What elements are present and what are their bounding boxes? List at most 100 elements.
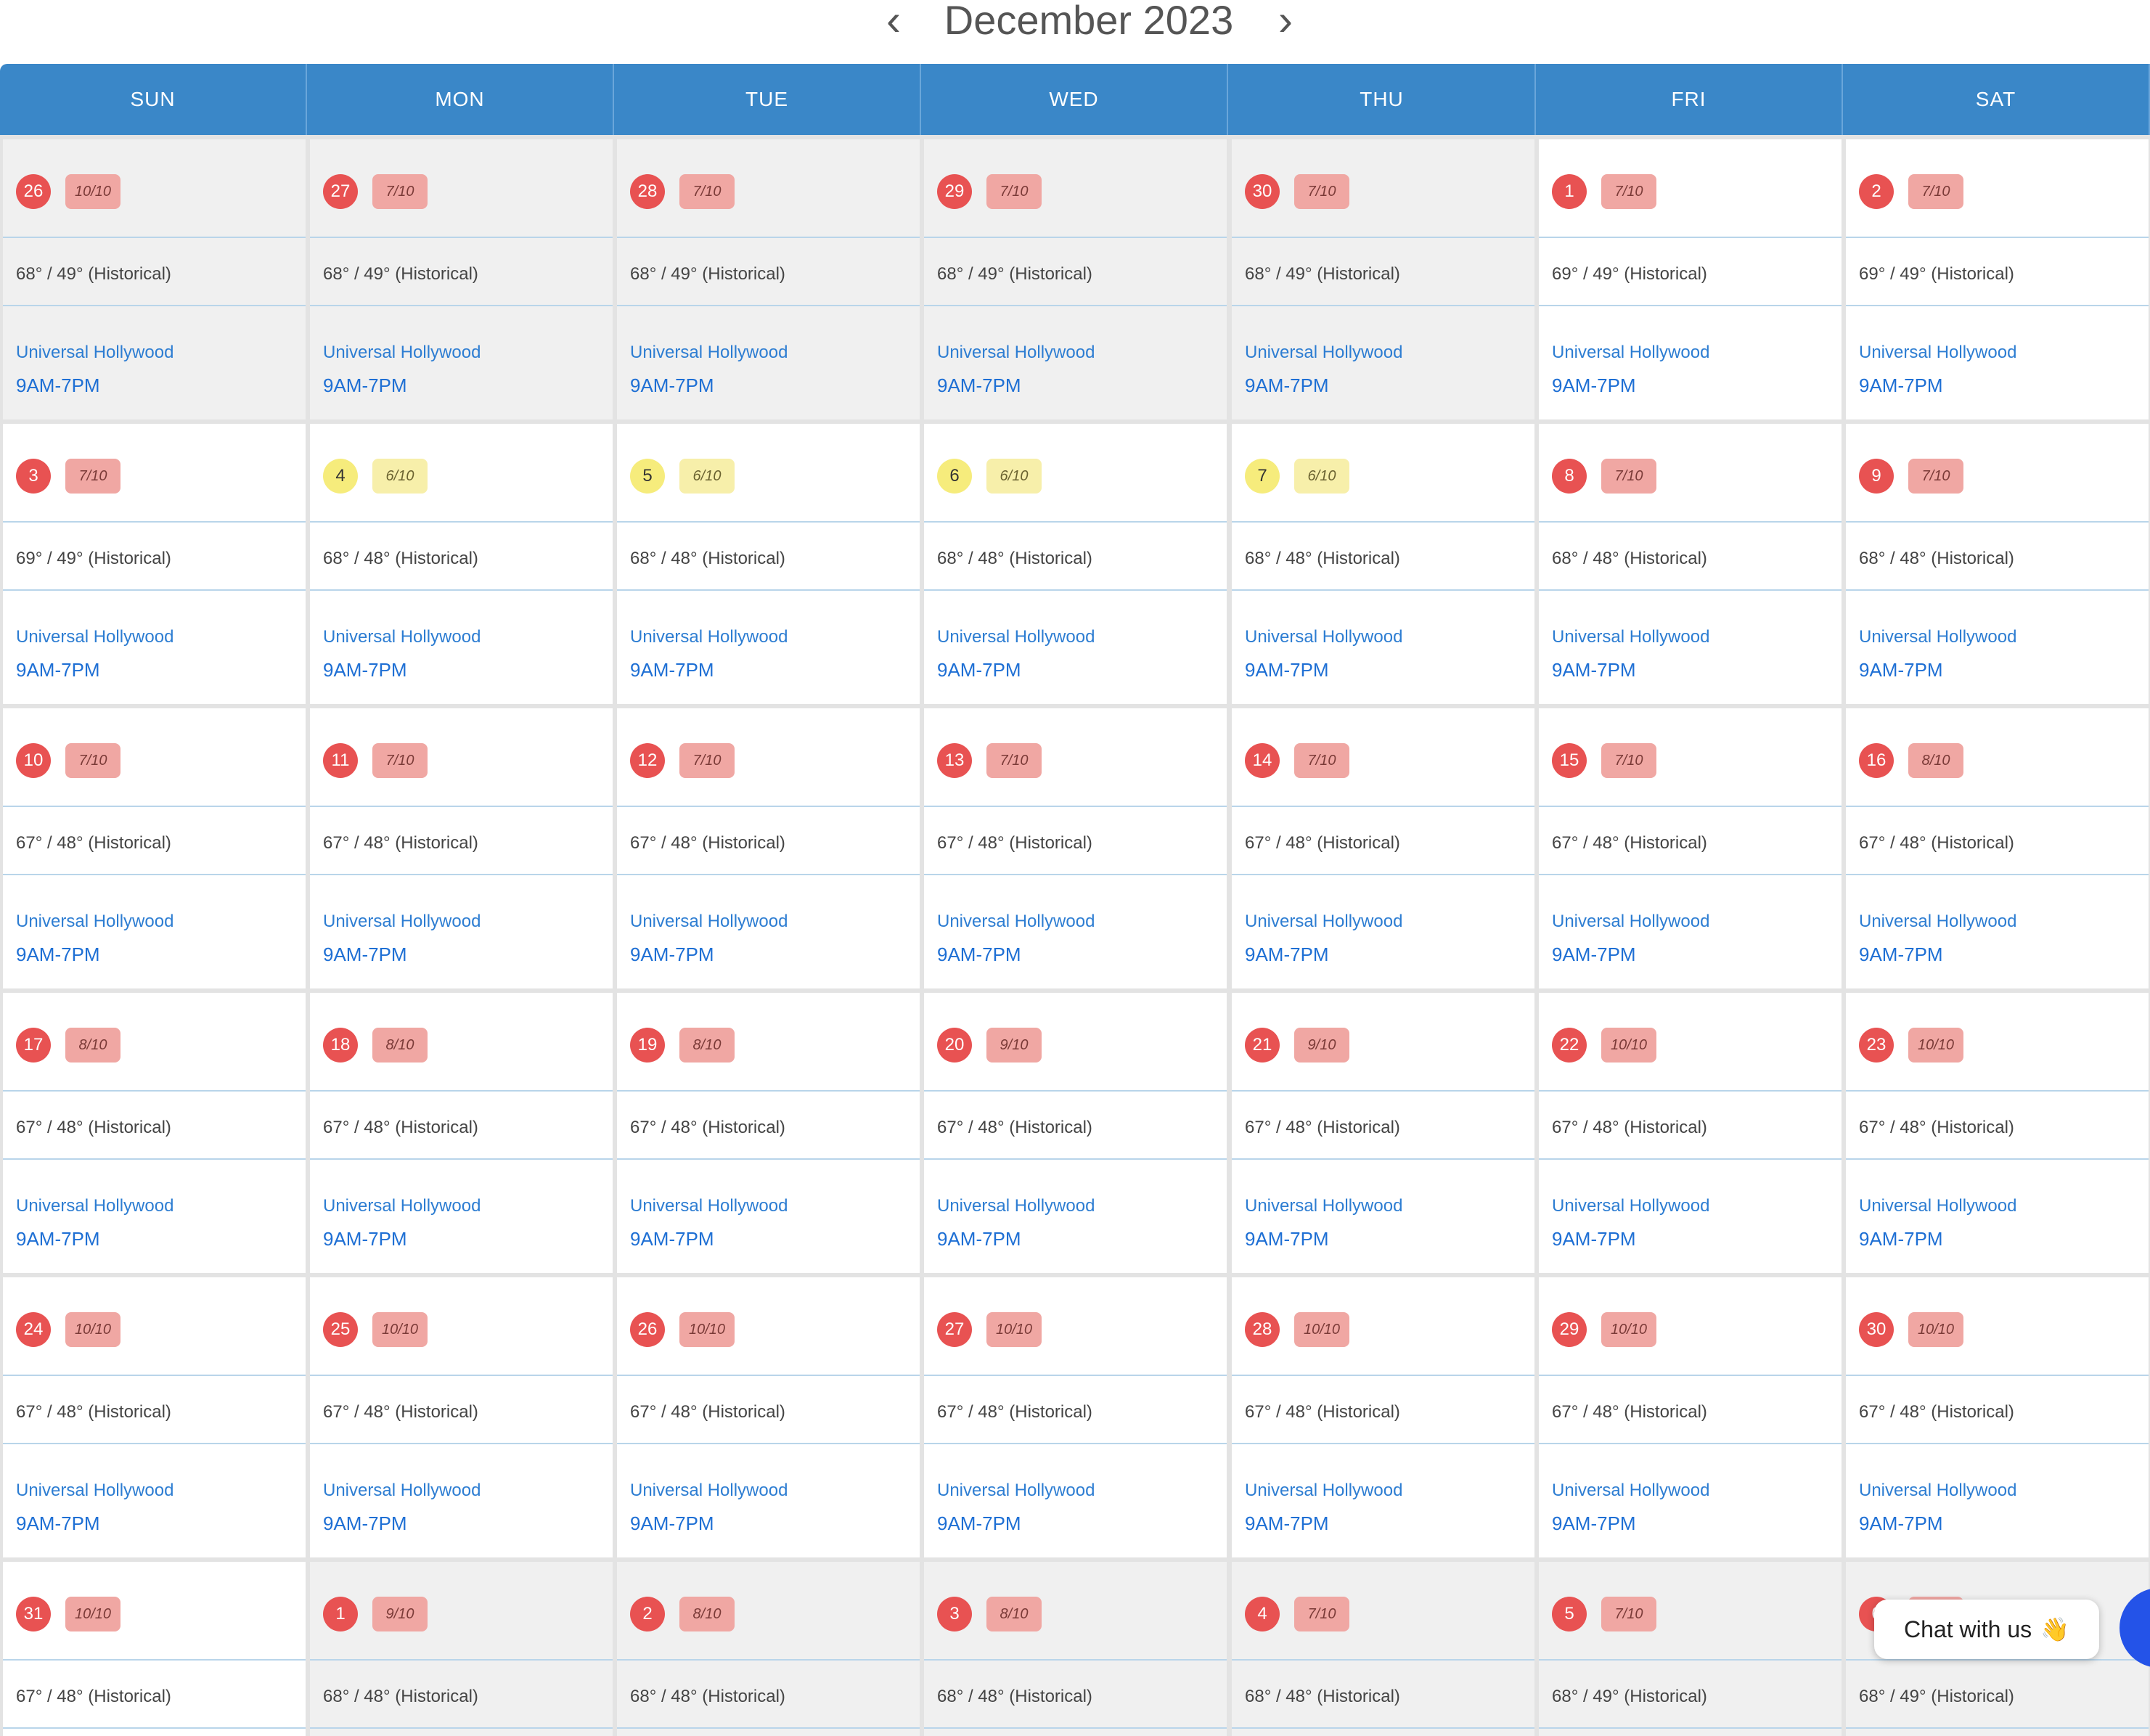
park-hours[interactable]: 9AM-7PM bbox=[16, 374, 100, 396]
park-hours[interactable]: 9AM-7PM bbox=[937, 659, 1021, 681]
park-hours[interactable]: 9AM-7PM bbox=[630, 374, 714, 396]
park-hours[interactable]: 9AM-7PM bbox=[937, 1512, 1021, 1534]
park-link[interactable]: Universal Hollywood bbox=[1245, 627, 1403, 647]
park-hours[interactable]: 9AM-7PM bbox=[1859, 1228, 1943, 1250]
day-cell[interactable]: 14 7/10 67° / 48° (Historical) Universal Ho… bbox=[1232, 708, 1534, 988]
park-hours[interactable]: 9AM-7PM bbox=[16, 1512, 100, 1534]
park-link[interactable]: Universal Hollywood bbox=[1859, 912, 2017, 931]
day-cell[interactable]: 29 7/10 68° / 49° (Historical) Universal Ho… bbox=[924, 139, 1227, 419]
park-hours[interactable]: 9AM-7PM bbox=[1552, 1512, 1636, 1534]
park-hours[interactable]: 9AM-7PM bbox=[937, 374, 1021, 396]
park-link[interactable]: Universal Hollywood bbox=[1552, 343, 1710, 362]
day-cell[interactable]: 23 10/10 67° / 48° (Historical) Universal H… bbox=[1846, 993, 2149, 1273]
day-cell[interactable]: 30 10/10 67° / 48° (Historical) Universal H… bbox=[1846, 1277, 2149, 1557]
day-cell[interactable]: 3 8/10 68° / 48° (Historical) bbox=[924, 1562, 1227, 1736]
park-link[interactable]: Universal Hollywood bbox=[630, 627, 788, 647]
day-cell[interactable]: 25 10/10 67° / 48° (Historical) Universal H… bbox=[310, 1277, 613, 1557]
park-link[interactable]: Universal Hollywood bbox=[1245, 1196, 1403, 1216]
chat-with-us-button[interactable]: Chat with us 👋 bbox=[1874, 1600, 2099, 1659]
day-cell[interactable]: 9 7/10 68° / 48° (Historical) Universal Hol… bbox=[1846, 424, 2149, 704]
park-hours[interactable]: 9AM-7PM bbox=[1552, 943, 1636, 965]
park-hours[interactable]: 9AM-7PM bbox=[323, 943, 407, 965]
park-hours[interactable]: 9AM-7PM bbox=[323, 374, 407, 396]
day-cell[interactable]: 1 9/10 68° / 48° (Historical) bbox=[310, 1562, 613, 1736]
park-link[interactable]: Universal Hollywood bbox=[1245, 912, 1403, 931]
day-cell[interactable]: 28 7/10 68° / 49° (Historical) Universal Ho… bbox=[617, 139, 920, 419]
park-hours[interactable]: 9AM-7PM bbox=[1245, 1228, 1329, 1250]
park-link[interactable]: Universal Hollywood bbox=[1245, 343, 1403, 362]
day-cell[interactable]: 2 7/10 69° / 49° (Historical) Universal Hol… bbox=[1846, 139, 2149, 419]
prev-month-button[interactable]: ‹ bbox=[875, 0, 912, 42]
park-link[interactable]: Universal Hollywood bbox=[1859, 1481, 2017, 1500]
park-hours[interactable]: 9AM-7PM bbox=[1245, 943, 1329, 965]
park-link[interactable]: Universal Hollywood bbox=[323, 912, 481, 931]
day-cell[interactable]: 1 7/10 69° / 49° (Historical) Universal Hol… bbox=[1539, 139, 1842, 419]
park-hours[interactable]: 9AM-7PM bbox=[937, 1228, 1021, 1250]
park-link[interactable]: Universal Hollywood bbox=[16, 343, 174, 362]
park-hours[interactable]: 9AM-7PM bbox=[937, 943, 1021, 965]
park-link[interactable]: Universal Hollywood bbox=[937, 343, 1095, 362]
park-hours[interactable]: 9AM-7PM bbox=[323, 659, 407, 681]
day-cell[interactable]: 2 8/10 68° / 48° (Historical) bbox=[617, 1562, 920, 1736]
park-hours[interactable]: 9AM-7PM bbox=[16, 659, 100, 681]
park-link[interactable]: Universal Hollywood bbox=[1552, 1196, 1710, 1216]
day-cell[interactable]: 22 10/10 67° / 48° (Historical) Universal H… bbox=[1539, 993, 1842, 1273]
day-cell[interactable]: 13 7/10 67° / 48° (Historical) Universal Ho… bbox=[924, 708, 1227, 988]
next-month-button[interactable]: › bbox=[1267, 0, 1304, 42]
day-cell[interactable]: 26 10/10 68° / 49° (Historical) Universal H… bbox=[3, 139, 306, 419]
day-cell[interactable]: 28 10/10 67° / 48° (Historical) Universal H… bbox=[1232, 1277, 1534, 1557]
day-cell[interactable]: 24 10/10 67° / 48° (Historical) Universal H… bbox=[3, 1277, 306, 1557]
day-cell[interactable]: 10 7/10 67° / 48° (Historical) Universal Ho… bbox=[3, 708, 306, 988]
park-link[interactable]: Universal Hollywood bbox=[937, 1481, 1095, 1500]
park-link[interactable]: Universal Hollywood bbox=[1552, 627, 1710, 647]
park-hours[interactable]: 9AM-7PM bbox=[1552, 659, 1636, 681]
park-hours[interactable]: 9AM-7PM bbox=[1552, 374, 1636, 396]
park-link[interactable]: Universal Hollywood bbox=[1552, 912, 1710, 931]
park-link[interactable]: Universal Hollywood bbox=[937, 912, 1095, 931]
day-cell[interactable]: 15 7/10 67° / 48° (Historical) Universal Ho… bbox=[1539, 708, 1842, 988]
day-cell[interactable]: 8 7/10 68° / 48° (Historical) Universal Hol… bbox=[1539, 424, 1842, 704]
park-link[interactable]: Universal Hollywood bbox=[16, 912, 174, 931]
day-cell[interactable]: 19 8/10 67° / 48° (Historical) Universal Ho… bbox=[617, 993, 920, 1273]
park-hours[interactable]: 9AM-7PM bbox=[1859, 659, 1943, 681]
day-cell[interactable]: 4 7/10 68° / 48° (Historical) bbox=[1232, 1562, 1534, 1736]
park-link[interactable]: Universal Hollywood bbox=[16, 1481, 174, 1500]
day-cell[interactable]: 18 8/10 67° / 48° (Historical) Universal Ho… bbox=[310, 993, 613, 1273]
day-cell[interactable]: 20 9/10 67° / 48° (Historical) Universal Ho… bbox=[924, 993, 1227, 1273]
day-cell[interactable]: 16 8/10 67° / 48° (Historical) Universal Ho… bbox=[1846, 708, 2149, 988]
park-link[interactable]: Universal Hollywood bbox=[1245, 1481, 1403, 1500]
park-link[interactable]: Universal Hollywood bbox=[1859, 627, 2017, 647]
park-hours[interactable]: 9AM-7PM bbox=[630, 1512, 714, 1534]
park-link[interactable]: Universal Hollywood bbox=[630, 343, 788, 362]
park-hours[interactable]: 9AM-7PM bbox=[16, 943, 100, 965]
park-link[interactable]: Universal Hollywood bbox=[1859, 1196, 2017, 1216]
day-cell[interactable]: 30 7/10 68° / 49° (Historical) Universal Ho… bbox=[1232, 139, 1534, 419]
park-hours[interactable]: 9AM-7PM bbox=[1859, 943, 1943, 965]
day-cell[interactable]: 21 9/10 67° / 48° (Historical) Universal Ho… bbox=[1232, 993, 1534, 1273]
park-hours[interactable]: 9AM-7PM bbox=[630, 1228, 714, 1250]
park-link[interactable]: Universal Hollywood bbox=[630, 1481, 788, 1500]
park-hours[interactable]: 9AM-7PM bbox=[1245, 659, 1329, 681]
day-cell[interactable]: 17 8/10 67° / 48° (Historical) Universal Ho… bbox=[3, 993, 306, 1273]
park-link[interactable]: Universal Hollywood bbox=[1859, 343, 2017, 362]
day-cell[interactable]: 27 10/10 67° / 48° (Historical) Universal H… bbox=[924, 1277, 1227, 1557]
day-cell[interactable]: 12 7/10 67° / 48° (Historical) Universal Ho… bbox=[617, 708, 920, 988]
park-hours[interactable]: 9AM-7PM bbox=[323, 1228, 407, 1250]
park-link[interactable]: Universal Hollywood bbox=[323, 343, 481, 362]
park-link[interactable]: Universal Hollywood bbox=[630, 912, 788, 931]
park-link[interactable]: Universal Hollywood bbox=[937, 627, 1095, 647]
park-link[interactable]: Universal Hollywood bbox=[16, 627, 174, 647]
day-cell[interactable]: 11 7/10 67° / 48° (Historical) Universal Ho… bbox=[310, 708, 613, 988]
park-link[interactable]: Universal Hollywood bbox=[323, 1481, 481, 1500]
day-cell[interactable]: 26 10/10 67° / 48° (Historical) Universal H… bbox=[617, 1277, 920, 1557]
day-cell[interactable]: 31 10/10 67° / 48° (Historical) bbox=[3, 1562, 306, 1736]
day-cell[interactable]: 5 6/10 68° / 48° (Historical) Universal Hol… bbox=[617, 424, 920, 704]
park-hours[interactable]: 9AM-7PM bbox=[1859, 1512, 1943, 1534]
day-cell[interactable]: 27 7/10 68° / 49° (Historical) Universal Ho… bbox=[310, 139, 613, 419]
park-link[interactable]: Universal Hollywood bbox=[1552, 1481, 1710, 1500]
day-cell[interactable]: 29 10/10 67° / 48° (Historical) Universal H… bbox=[1539, 1277, 1842, 1557]
park-link[interactable]: Universal Hollywood bbox=[630, 1196, 788, 1216]
day-cell[interactable]: 6 6/10 68° / 48° (Historical) Universal Hol… bbox=[924, 424, 1227, 704]
park-hours[interactable]: 9AM-7PM bbox=[1859, 374, 1943, 396]
park-link[interactable]: Universal Hollywood bbox=[323, 627, 481, 647]
